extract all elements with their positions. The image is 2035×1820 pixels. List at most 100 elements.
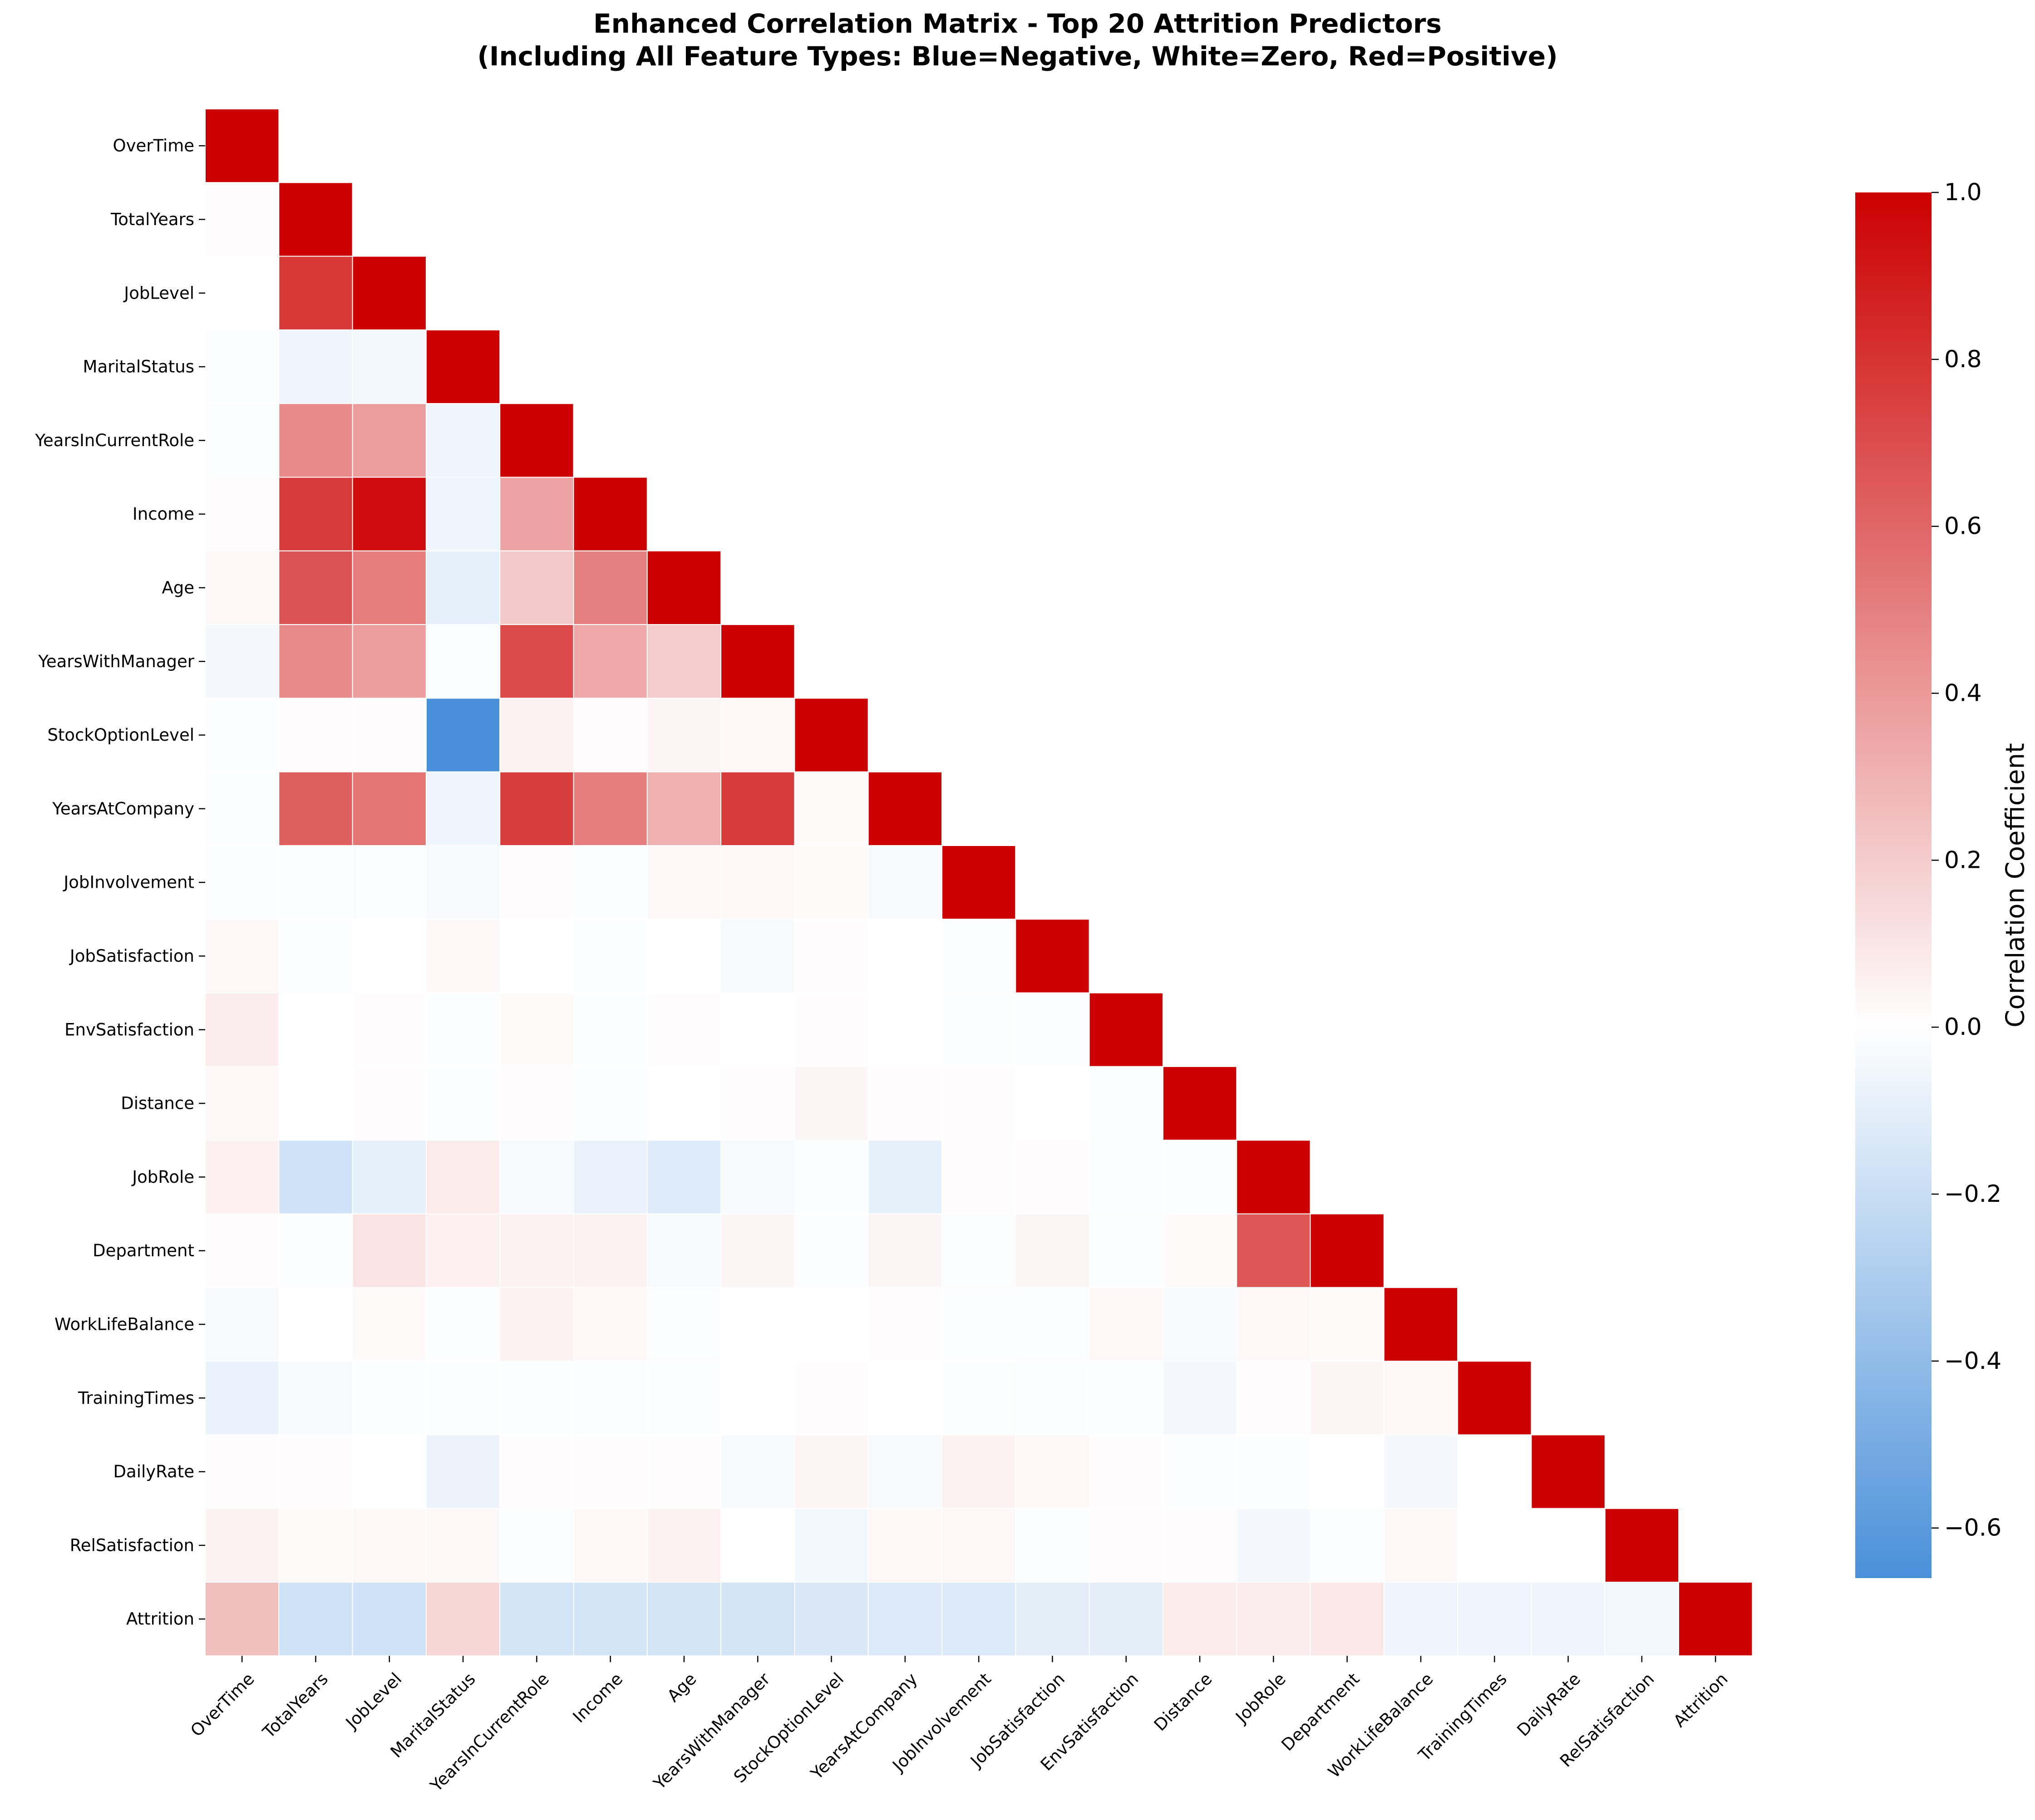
y-tick-label: MaritalStatus bbox=[83, 357, 194, 377]
heatmap-cell bbox=[867, 1582, 942, 1657]
heatmap-cell bbox=[205, 1582, 280, 1657]
heatmap-cell bbox=[1457, 1361, 1532, 1436]
heatmap-cell bbox=[425, 624, 501, 699]
heatmap-cell bbox=[425, 403, 501, 478]
y-tick-label: StockOptionLevel bbox=[47, 725, 194, 745]
heatmap-cell bbox=[352, 1508, 427, 1583]
heatmap-cell bbox=[1383, 1287, 1458, 1362]
heatmap-cell bbox=[499, 1361, 574, 1436]
colorbar-tick-label: −0.4 bbox=[1944, 1348, 2001, 1375]
heatmap-cell bbox=[499, 1582, 574, 1657]
y-tick-label: YearsWithManager bbox=[38, 652, 195, 671]
heatmap-cell bbox=[1162, 1287, 1237, 1362]
heatmap-cell bbox=[352, 403, 427, 478]
y-tick-label: Attrition bbox=[126, 1609, 194, 1629]
heatmap-cell bbox=[720, 1287, 795, 1362]
heatmap-cell bbox=[205, 403, 280, 478]
heatmap-cell bbox=[573, 1361, 648, 1436]
heatmap-cell bbox=[205, 919, 280, 994]
heatmap-cell bbox=[499, 845, 574, 920]
heatmap-cell bbox=[425, 550, 501, 625]
heatmap-cell bbox=[573, 1582, 648, 1657]
heatmap-cell bbox=[1015, 1066, 1090, 1141]
heatmap-cell bbox=[1162, 1361, 1237, 1436]
heatmap-cell bbox=[278, 182, 353, 257]
heatmap-cell bbox=[278, 845, 353, 920]
heatmap-cell bbox=[352, 698, 427, 772]
heatmap-cell bbox=[499, 698, 574, 772]
heatmap-cell bbox=[1236, 1508, 1311, 1583]
y-tick-label: Income bbox=[133, 504, 194, 524]
heatmap-cell bbox=[720, 624, 795, 699]
heatmap-cell bbox=[1236, 1287, 1311, 1362]
heatmap-cell bbox=[1162, 1434, 1237, 1509]
heatmap-cell bbox=[941, 919, 1016, 994]
heatmap-cell bbox=[720, 1434, 795, 1509]
heatmap-cell bbox=[1015, 1361, 1090, 1436]
heatmap-cell bbox=[867, 1361, 942, 1436]
heatmap-cell bbox=[646, 919, 722, 994]
x-tick-label: Attrition bbox=[1670, 1669, 1732, 1731]
heatmap-cell bbox=[278, 919, 353, 994]
heatmap-cell bbox=[499, 624, 574, 699]
heatmap-cell bbox=[425, 771, 501, 846]
heatmap-cell bbox=[867, 845, 942, 920]
colorbar-tick-label: −0.6 bbox=[1944, 1515, 2001, 1542]
heatmap-cell bbox=[794, 1434, 869, 1509]
heatmap-cell bbox=[499, 771, 574, 846]
heatmap-cell bbox=[1236, 1582, 1311, 1657]
heatmap-cell bbox=[1089, 1140, 1163, 1215]
heatmap-cell bbox=[573, 477, 648, 551]
heatmap-cell bbox=[941, 1287, 1016, 1362]
heatmap-cell bbox=[205, 1508, 280, 1583]
heatmap-cell bbox=[352, 1582, 427, 1657]
heatmap-cell bbox=[278, 1140, 353, 1215]
heatmap-cell bbox=[205, 1287, 280, 1362]
heatmap-cell bbox=[205, 108, 280, 183]
heatmap-cell bbox=[646, 1140, 722, 1215]
heatmap-cell bbox=[941, 1508, 1016, 1583]
heatmap-cell bbox=[867, 992, 942, 1067]
heatmap-cell bbox=[352, 1434, 427, 1509]
x-tick-label: TotalYears bbox=[259, 1669, 332, 1742]
y-tick-label: Age bbox=[162, 578, 194, 597]
heatmap-cell bbox=[278, 1066, 353, 1141]
heatmap-cell bbox=[352, 845, 427, 920]
colorbar-tick-label: 0.0 bbox=[1944, 1013, 1982, 1041]
heatmap-cell bbox=[352, 1361, 427, 1436]
heatmap-cell bbox=[646, 771, 722, 846]
heatmap-cell bbox=[573, 1213, 648, 1288]
heatmap-cell bbox=[720, 919, 795, 994]
heatmap-cell bbox=[1383, 1582, 1458, 1657]
heatmap-cell bbox=[1015, 1508, 1090, 1583]
heatmap-cell bbox=[1457, 1434, 1532, 1509]
heatmap-cell bbox=[278, 256, 353, 330]
y-tick-label: EnvSatisfaction bbox=[64, 1020, 194, 1039]
y-tick-labels: OverTime TotalYears JobLevel MaritalStatus Y… bbox=[34, 136, 205, 1629]
heatmap-cell bbox=[867, 771, 942, 846]
colorbar-tick-label: 0.6 bbox=[1944, 513, 1982, 540]
heatmap-cell bbox=[794, 1066, 869, 1141]
heatmap-cell bbox=[646, 1508, 722, 1583]
heatmap-cell bbox=[205, 1066, 280, 1141]
heatmap-cell bbox=[941, 1140, 1016, 1215]
heatmap-cell bbox=[794, 771, 869, 846]
y-tick-label: YearsAtCompany bbox=[52, 799, 194, 818]
heatmap-cell bbox=[352, 624, 427, 699]
heatmap-cell bbox=[573, 845, 648, 920]
heatmap-cell bbox=[867, 1287, 942, 1362]
heatmap-cell bbox=[425, 698, 501, 772]
heatmap-cell bbox=[941, 1582, 1016, 1657]
x-tick-label: DailyRate bbox=[1513, 1669, 1585, 1740]
heatmap-cell bbox=[278, 1582, 353, 1657]
heatmap-cell bbox=[352, 550, 427, 625]
heatmap-cell bbox=[794, 1140, 869, 1215]
heatmap-cell bbox=[499, 1508, 574, 1583]
heatmap-cell bbox=[425, 1287, 501, 1362]
heatmap-cell bbox=[720, 1361, 795, 1436]
heatmap-cell bbox=[867, 1066, 942, 1141]
heatmap-cell bbox=[794, 992, 869, 1067]
heatmap-cell bbox=[1162, 1140, 1237, 1215]
heatmap-cell bbox=[278, 477, 353, 551]
